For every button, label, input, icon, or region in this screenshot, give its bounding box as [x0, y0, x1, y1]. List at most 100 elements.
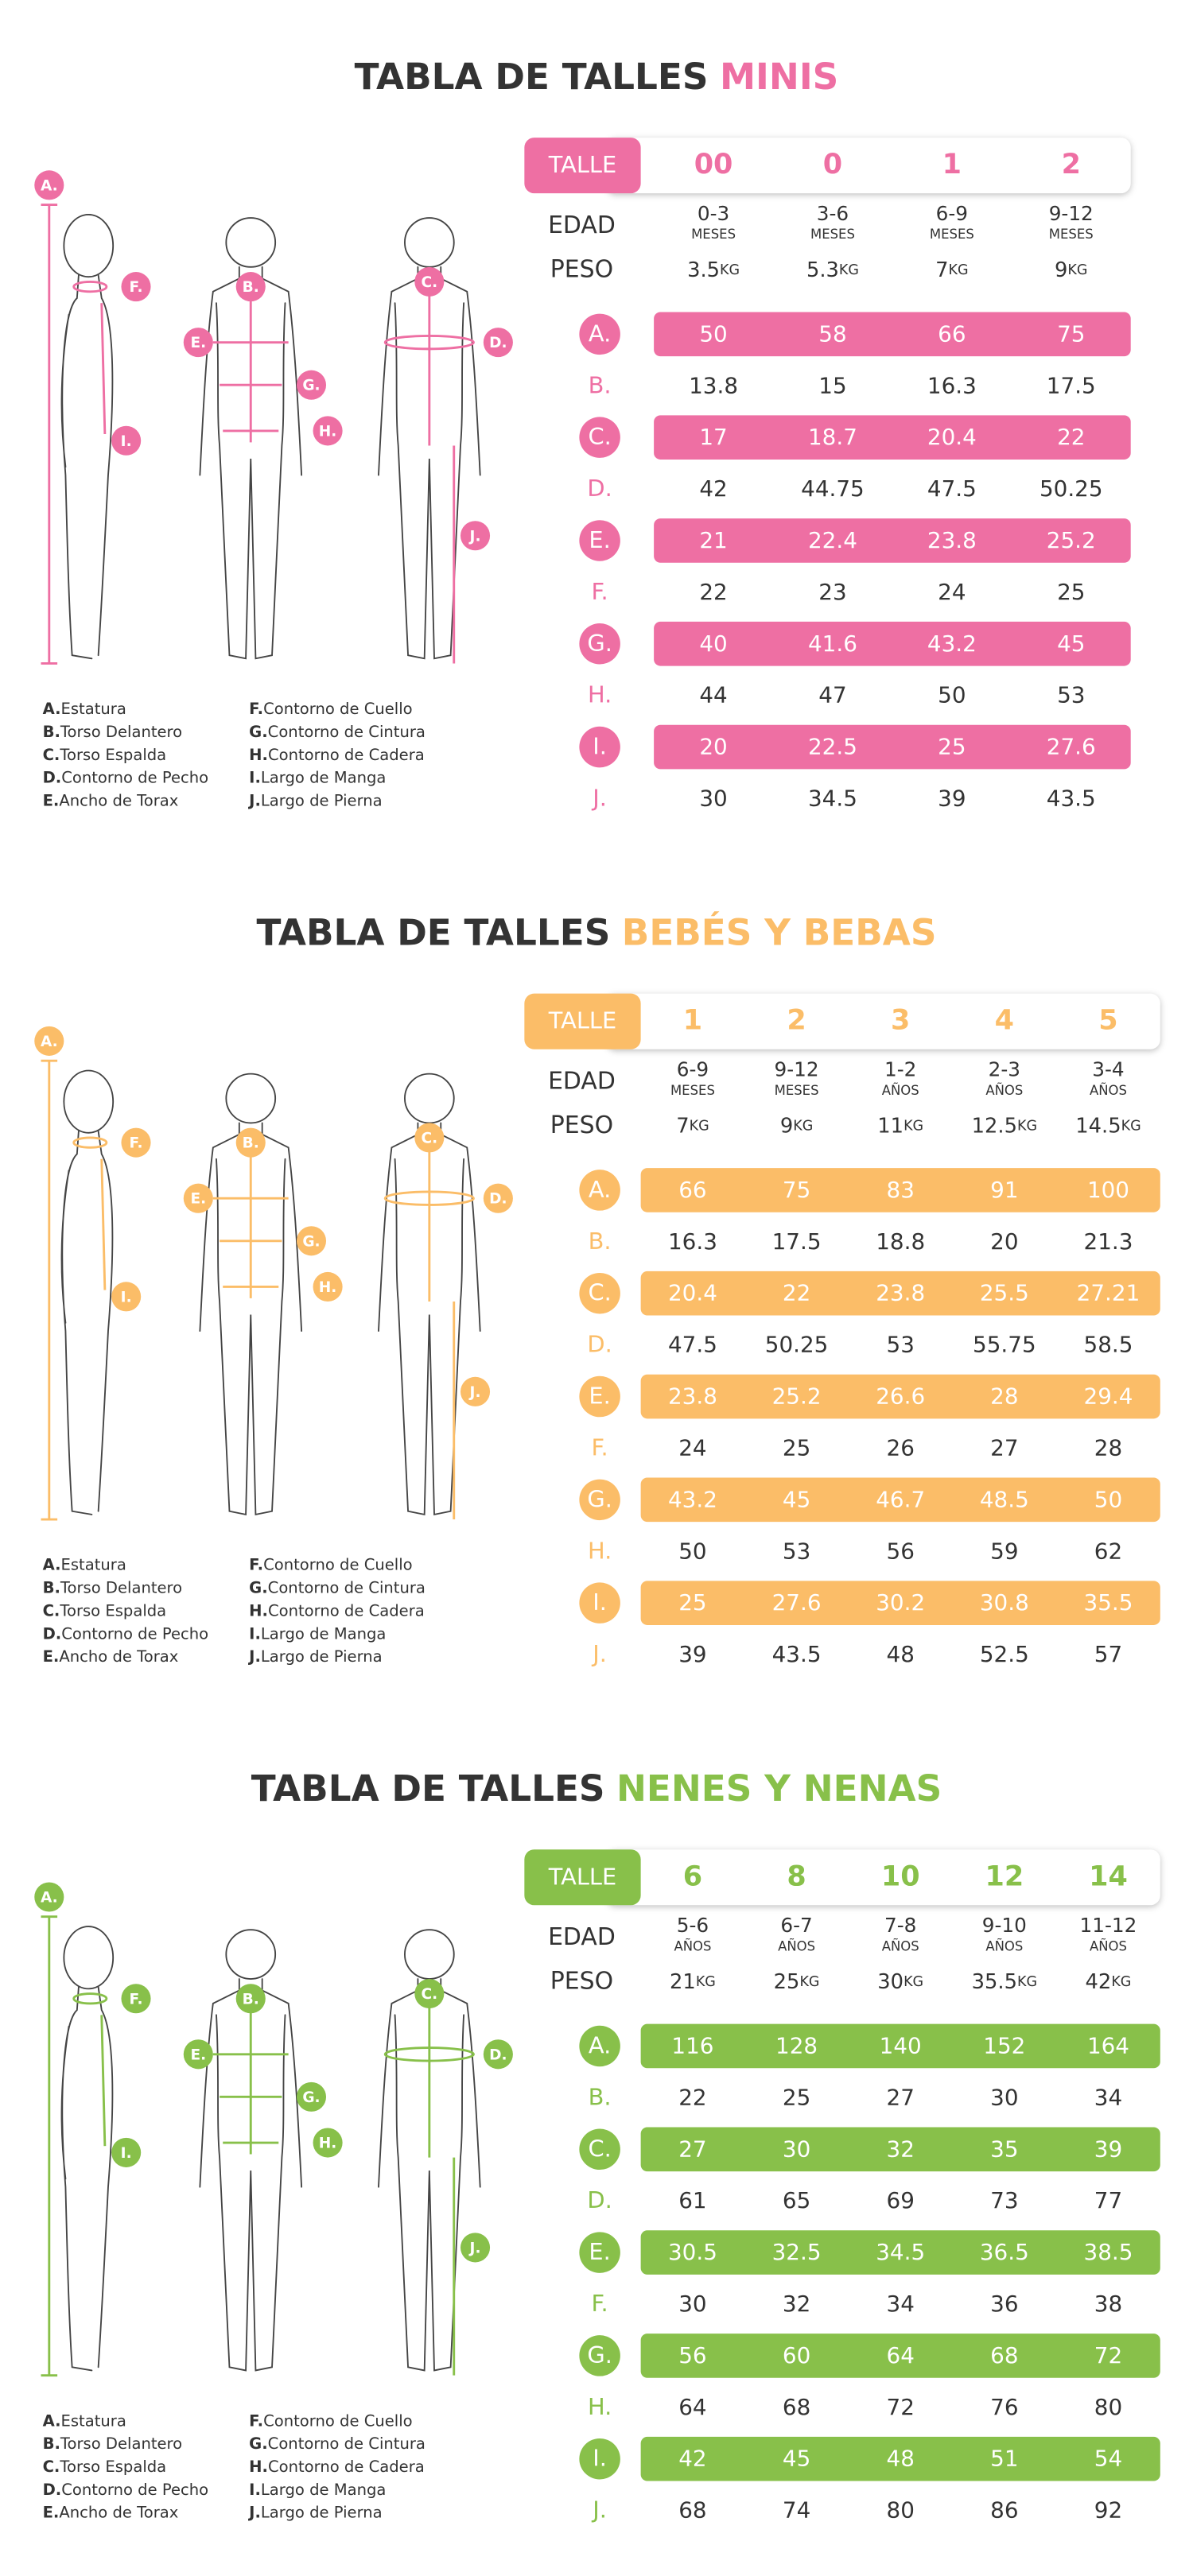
measure-value: 55.75 — [973, 1332, 1036, 1358]
measure-value: 50 — [678, 1538, 706, 1564]
measure-value: 140 — [880, 2033, 922, 2059]
title-highlight: BEBÉS Y BEBAS — [622, 910, 937, 953]
measure-value: 32.5 — [772, 2239, 822, 2265]
measure-value: 18.8 — [876, 1228, 925, 1255]
title-prefix: TABLA DE TALLES — [251, 1767, 605, 1810]
measure-value: 51 — [990, 2446, 1018, 2472]
measure-value: 27 — [678, 2136, 706, 2162]
body-illustrations — [60, 213, 481, 660]
legend-letter: G. — [249, 2434, 268, 2453]
row-letter: H. — [588, 2393, 612, 2420]
size-header-band — [606, 993, 1160, 1049]
head — [225, 1073, 277, 1124]
measure-tag-label: J. — [468, 2240, 481, 2256]
edad-label: EDAD — [548, 1067, 616, 1095]
age-range: 6-9 — [677, 1057, 709, 1080]
row-letter: D. — [587, 1331, 612, 1358]
measure-value: 30.2 — [876, 1589, 925, 1616]
peso-label: PESO — [550, 1968, 613, 1996]
row-letter-badge — [579, 1170, 620, 1211]
measure-line — [428, 294, 456, 664]
measure-value: 53 — [1057, 682, 1085, 708]
measure-tag-label: F. — [130, 1991, 143, 2008]
measure-value: 43.5 — [772, 1641, 822, 1667]
legend-letter: A. — [43, 1555, 61, 1573]
row-letter-badge — [579, 726, 620, 768]
measure-value: 50 — [938, 682, 966, 708]
measure-value: 47.5 — [668, 1332, 717, 1358]
measure-value: 66 — [938, 320, 966, 347]
measure-tag — [483, 2039, 513, 2070]
legend-letter: H. — [249, 745, 268, 763]
weight: 11KG — [877, 1114, 923, 1138]
legend-letter: J. — [247, 2503, 261, 2521]
measure-value: 39 — [938, 785, 966, 811]
row-letter: J. — [591, 2496, 607, 2524]
age-unit: AÑOS — [985, 1083, 1023, 1098]
row-highlight — [640, 1271, 1160, 1316]
measure-tag — [460, 521, 491, 551]
age-range: 6-7 — [780, 1914, 812, 1937]
age-unit: MESES — [670, 1083, 715, 1098]
age-unit: AÑOS — [1090, 1083, 1127, 1098]
measure-value: 72 — [887, 2394, 915, 2420]
legend-text: Largo de Pierna — [261, 2503, 383, 2521]
weight-unit: KG — [793, 1119, 813, 1135]
measure-value: 54 — [1094, 2446, 1122, 2472]
measure-tag — [296, 1226, 327, 1256]
measure-value: 27.21 — [1077, 1280, 1141, 1306]
body-outline — [199, 1122, 303, 1516]
measure-value: 116 — [671, 2033, 713, 2059]
talle-label: TALLE — [548, 1007, 616, 1034]
size-label: 1 — [683, 1004, 702, 1037]
head — [404, 217, 455, 268]
measure-value: 25 — [783, 1434, 810, 1461]
weight: 12.5KG — [972, 1114, 1037, 1138]
legend-letter: A. — [43, 700, 61, 718]
measure-tag — [296, 2081, 327, 2112]
weight-unit: KG — [1017, 1974, 1037, 1990]
legend-letter: G. — [249, 723, 268, 741]
measure-value: 43.2 — [668, 1486, 717, 1512]
legend-item: H.Contorno de Cadera — [249, 745, 425, 763]
weight-value: 12.5 — [972, 1114, 1017, 1138]
measure-value: 28 — [990, 1383, 1018, 1410]
measure-value: 42 — [699, 475, 727, 502]
legend-item: F.Contorno de Cuello — [249, 2411, 412, 2430]
legend-text: Estatura — [61, 2411, 126, 2430]
body-outline — [199, 1978, 303, 2372]
measure-value: 23 — [818, 579, 846, 605]
measure-value: 40 — [699, 630, 727, 657]
measure-value: 15 — [818, 372, 846, 398]
measure-value: 30.5 — [668, 2239, 717, 2265]
legend-letter: G. — [249, 1578, 268, 1596]
legend-text: Contorno de Cadera — [268, 745, 425, 763]
size-label: 2 — [787, 1004, 806, 1037]
legend-letter: C. — [43, 745, 60, 763]
measure-value: 68 — [990, 2342, 1018, 2368]
measure-value: 25 — [938, 734, 966, 760]
size-label: 4 — [995, 1004, 1014, 1037]
measure-tag-label: A. — [41, 177, 58, 194]
weight-value: 11 — [877, 1114, 903, 1138]
measure-value: 21 — [699, 527, 727, 553]
legend-item: B.Torso Delantero — [43, 1578, 183, 1596]
weight-unit: KG — [903, 1974, 923, 1990]
legend-item: E.Ancho de Torax — [43, 2503, 179, 2521]
talle-pill — [524, 993, 641, 1049]
legend-letter: C. — [43, 1601, 60, 1620]
measure-tag-label: C. — [422, 1131, 438, 1147]
measure-value: 25 — [1057, 579, 1085, 605]
weight: 7KG — [935, 258, 968, 281]
row-letter: J. — [591, 1640, 607, 1667]
measure-value: 34 — [887, 2291, 915, 2317]
measure-value: 45 — [783, 1486, 810, 1512]
row-letter-badge — [579, 520, 620, 561]
age-unit: AÑOS — [882, 1938, 919, 1953]
measure-line — [72, 280, 108, 293]
measure-value: 42 — [678, 2446, 706, 2472]
measure-line — [41, 1059, 58, 1521]
measure-value: 30 — [678, 2291, 706, 2317]
measure-line — [428, 1150, 456, 1520]
